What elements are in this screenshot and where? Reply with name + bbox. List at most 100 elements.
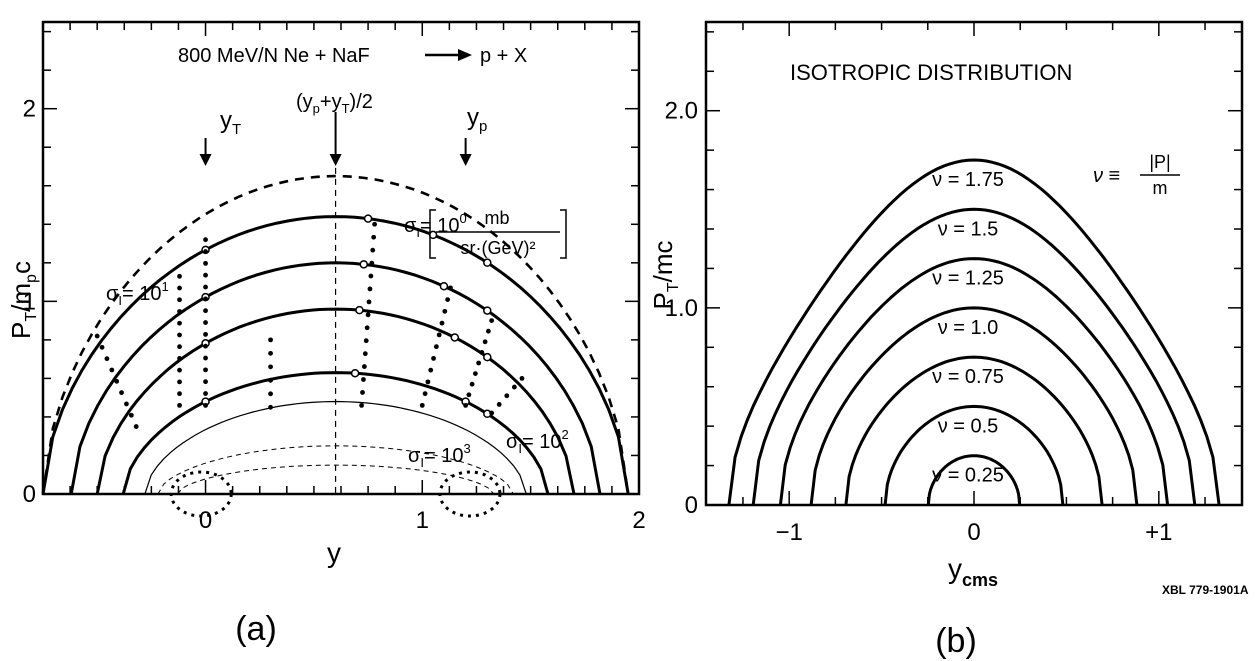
data-point-filled	[104, 356, 110, 362]
series-label: ν = 0.5	[938, 415, 999, 437]
data-point-open	[483, 258, 492, 267]
marker-label-yp: yp	[467, 104, 487, 135]
data-point-open	[350, 368, 360, 378]
series-label: ν = 1.5	[938, 218, 999, 240]
data-point-filled	[268, 377, 273, 383]
nu-definition-lhs: ν ≡	[1093, 165, 1120, 187]
data-point-filled	[268, 391, 273, 397]
data-point-filled	[203, 355, 208, 361]
data-point-filled	[177, 332, 182, 338]
y-tick-label: 1.0	[665, 295, 698, 322]
data-point-filled	[203, 296, 208, 302]
low-contour	[169, 470, 233, 518]
contour-label-10-2: σI= 102	[506, 427, 569, 456]
contour-label-10-3: σI= 103	[408, 441, 471, 470]
panel-a-texts: 0 1 2 0 1 2 y PT/mpc 800 MeV/N Ne + NaF …	[6, 45, 646, 648]
data-point-filled	[361, 364, 367, 369]
data-point-filled	[370, 247, 376, 253]
data-point-filled	[425, 379, 431, 385]
data-point-filled	[469, 381, 475, 387]
data-point-filled	[268, 337, 273, 343]
units-bracket-left	[429, 209, 436, 259]
isotropic-curve	[926, 454, 1022, 506]
isotropic-curve	[844, 355, 1104, 506]
series-label: ν = 1.75	[932, 169, 1004, 191]
x-tick-label: 0	[199, 507, 212, 534]
chart-title: 800 MeV/N Ne + NaF	[178, 45, 370, 67]
data-point-filled	[372, 221, 377, 227]
figure-credit: XBL 779-1901A	[1162, 583, 1249, 597]
x-tick-label: 1	[416, 507, 429, 534]
low-contour	[438, 470, 502, 518]
data-point-filled	[203, 331, 208, 337]
data-point-filled	[203, 260, 208, 266]
data-point-filled	[177, 379, 182, 385]
data-point-filled	[177, 320, 182, 326]
data-point-open	[450, 333, 460, 342]
data-point-filled	[445, 297, 451, 303]
isotropic-curve	[751, 207, 1197, 506]
panel-b: −1 0 +1 0 1.0 2.0 ycms PT/mc ISOTROPIC D…	[648, 20, 1244, 660]
data-point-filled	[369, 260, 375, 266]
isotropic-curve	[778, 257, 1170, 506]
data-point-filled	[177, 402, 182, 408]
data-point-filled	[479, 350, 485, 355]
contour-curve	[69, 261, 602, 495]
data-point-filled	[203, 343, 208, 349]
data-point-filled	[128, 412, 134, 418]
y-tick-label: 0	[685, 492, 698, 519]
chart-title: ISOTROPIC DISTRIBUTION	[790, 60, 1072, 85]
marker-label-mid: (yp+yT)/2	[296, 91, 373, 116]
data-point-filled	[482, 339, 488, 345]
y-tick-label: 2.0	[665, 98, 698, 125]
data-point-filled	[177, 344, 182, 350]
data-point-filled	[472, 371, 478, 376]
x-tick-label: +1	[1145, 519, 1172, 546]
data-point-open	[439, 281, 449, 291]
data-point-filled	[203, 284, 208, 290]
marker-arrow-head	[199, 154, 212, 166]
panel-a-dots	[94, 214, 525, 429]
data-point-filled	[114, 378, 120, 384]
y-tick-label: 0	[23, 481, 36, 508]
data-point-filled	[433, 344, 439, 350]
series-label: ν = 0.25	[932, 465, 1004, 487]
y-tick-label: 1	[23, 288, 36, 315]
panel-a-ticks	[42, 22, 640, 495]
contour-curve	[95, 307, 576, 495]
data-point-filled	[439, 320, 445, 326]
data-point-filled	[476, 360, 482, 366]
series-label: ν = 1.0	[938, 317, 999, 339]
data-point-filled	[203, 367, 208, 373]
data-point-filled	[177, 309, 182, 314]
data-point-filled	[203, 320, 208, 325]
nu-definition-num: |P|	[1149, 152, 1170, 172]
units-denominator: sr·(GeV)²	[461, 238, 536, 258]
data-point-filled	[363, 338, 369, 344]
data-point-filled	[485, 328, 491, 334]
data-point-filled	[203, 402, 208, 408]
data-point-filled	[203, 272, 208, 278]
isotropic-curve	[727, 158, 1221, 506]
reaction-arrow-head	[458, 49, 472, 61]
data-point-filled	[99, 344, 105, 350]
data-point-filled	[448, 285, 453, 291]
data-point-filled	[360, 390, 365, 395]
panel-a-curves	[41, 112, 630, 518]
contour-label-10-0: σI= 100	[404, 211, 467, 240]
data-point-filled	[489, 410, 495, 416]
data-point-filled	[368, 273, 374, 279]
data-point-filled	[124, 401, 129, 407]
data-point-open	[483, 352, 492, 362]
isotropic-curve	[809, 306, 1139, 506]
data-point-filled	[268, 404, 273, 410]
data-point-filled	[365, 312, 371, 318]
chart-title-product: p + X	[480, 45, 527, 67]
contour-label-10-1: σI= 101	[106, 279, 169, 308]
contour-curve	[121, 371, 550, 495]
marker-arrow-head	[329, 154, 342, 166]
data-point-filled	[177, 297, 182, 303]
data-point-filled	[489, 318, 495, 324]
data-point-filled	[109, 367, 115, 373]
panel-b-ticks	[706, 22, 1242, 506]
